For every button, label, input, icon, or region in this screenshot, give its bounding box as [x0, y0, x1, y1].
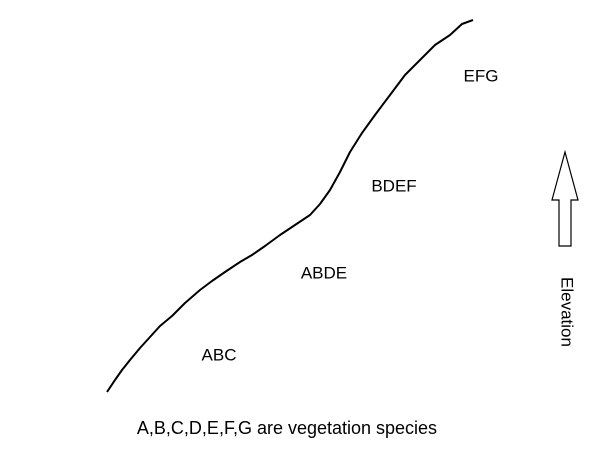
zone-label: EFG	[464, 66, 499, 85]
zone-label: ABC	[202, 345, 237, 364]
caption: A,B,C,D,E,F,G are vegetation species	[137, 418, 437, 438]
slope-line	[106, 19, 474, 393]
axis-label: Elevation	[558, 277, 577, 347]
zone-label: ABDE	[301, 263, 347, 282]
elevation-arrow	[551, 149, 579, 247]
zone-label: BDEF	[371, 176, 416, 195]
